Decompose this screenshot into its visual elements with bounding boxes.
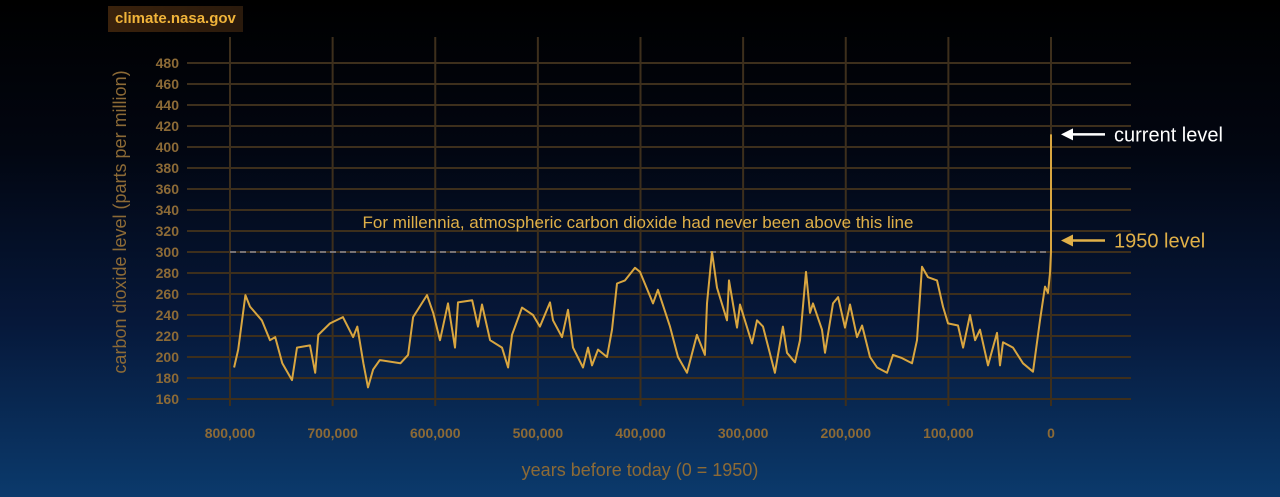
y-tick-label: 240 [156, 307, 180, 323]
x-tick-label: 600,000 [410, 425, 461, 441]
x-tick-label: 500,000 [513, 425, 564, 441]
reference-line-label: For millennia, atmospheric carbon dioxid… [363, 213, 914, 232]
y-tick-label: 440 [156, 97, 180, 113]
y-tick-label: 260 [156, 286, 180, 302]
x-tick-label: 400,000 [615, 425, 666, 441]
y-tick-label: 480 [156, 55, 180, 71]
co2-series-line [233, 134, 1052, 389]
x-tick-label: 200,000 [820, 425, 871, 441]
x-tick-label: 100,000 [923, 425, 974, 441]
y-tick-labels: 160 180 200 220 240 260 280 300 320 340 360 380 400 4… [156, 55, 180, 407]
x-tick-labels: 800,000 700,000 600,000 500,000 400,000 300,0… [205, 425, 1055, 441]
y-tick-label: 380 [156, 160, 180, 176]
y-tick-label: 220 [156, 328, 180, 344]
y-tick-label: 340 [156, 202, 180, 218]
x-axis-label: years before today (0 = 1950) [522, 460, 759, 480]
y-tick-label: 320 [156, 223, 180, 239]
annotation-label: 1950 level [1114, 230, 1205, 252]
x-tick-label: 0 [1047, 425, 1055, 441]
arrowhead-icon [1061, 128, 1073, 141]
x-tick-label: 700,000 [307, 425, 358, 441]
annotations: current level 1950 level [1061, 124, 1223, 252]
annotation-1950-level: 1950 level [1061, 230, 1205, 252]
y-tick-label: 200 [156, 349, 180, 365]
y-tick-label: 420 [156, 118, 180, 134]
x-tick-label: 300,000 [718, 425, 769, 441]
annotation-label: current level [1114, 124, 1223, 146]
y-tick-label: 280 [156, 265, 180, 281]
y-tick-label: 400 [156, 139, 180, 155]
y-tick-label: 360 [156, 181, 180, 197]
y-axis-label: carbon dioxide level (parts per million) [110, 70, 130, 373]
y-tick-label: 160 [156, 391, 180, 407]
y-tick-label: 180 [156, 370, 180, 386]
x-tick-label: 800,000 [205, 425, 256, 441]
annotation-current-level: current level [1061, 124, 1223, 146]
climate-nasa-gov-logo[interactable]: climate.nasa.gov [108, 6, 243, 32]
y-tick-label: 300 [156, 244, 180, 260]
y-tick-label: 460 [156, 76, 180, 92]
arrowhead-icon [1061, 234, 1073, 247]
